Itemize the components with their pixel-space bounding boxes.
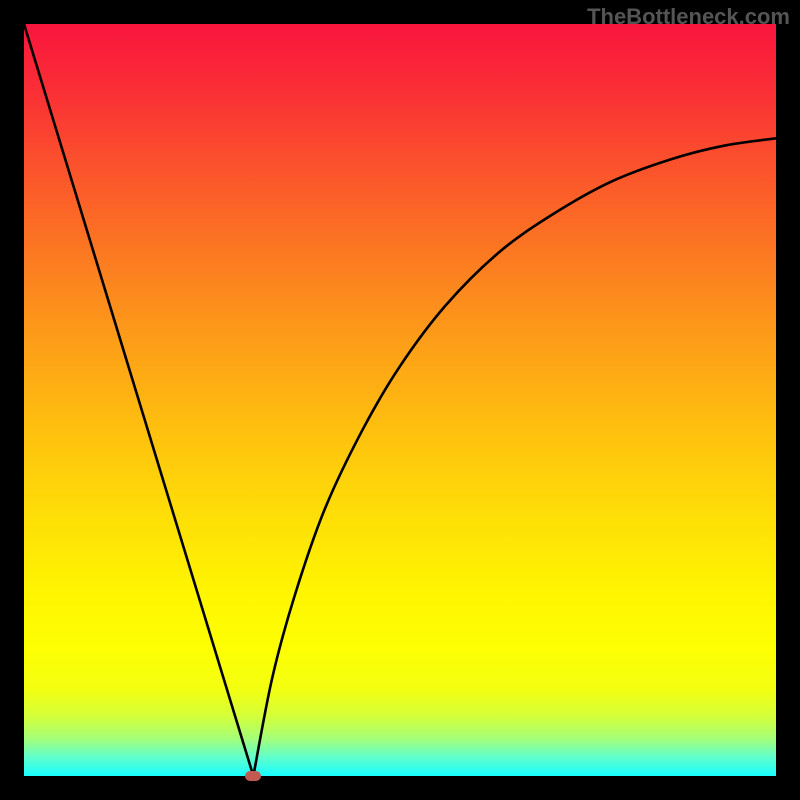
curve-right-branch — [253, 138, 776, 776]
curve-left-branch — [24, 24, 253, 776]
watermark-text: TheBottleneck.com — [587, 4, 790, 30]
bottleneck-curve — [24, 24, 776, 776]
minimum-marker — [245, 771, 261, 781]
plot-area — [24, 24, 776, 776]
chart-container: TheBottleneck.com — [0, 0, 800, 800]
